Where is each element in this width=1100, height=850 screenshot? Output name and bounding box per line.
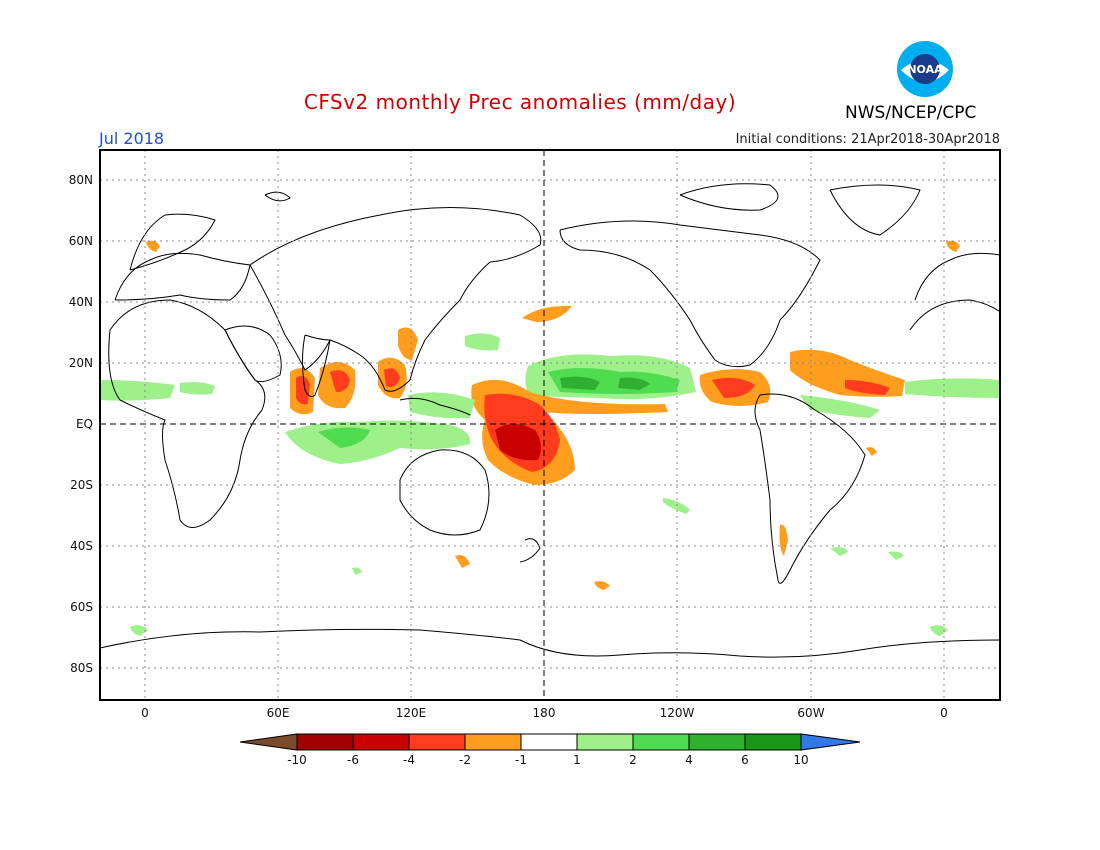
nw-pacific-wet — [465, 333, 500, 351]
atlantic-wet-east — [905, 378, 1000, 398]
chart-title: CFSv2 monthly Prec anomalies (mm/day) — [303, 90, 737, 114]
noaa-logo: NOAA — [896, 40, 954, 98]
colorbar-swatch — [464, 733, 522, 751]
caribbean-dry-core — [712, 377, 755, 398]
europe-coast — [114, 252, 251, 301]
asia-coast — [249, 207, 542, 392]
colorbar: -10 -6 -4 -2 -1 1 2 4 6 10 — [239, 733, 861, 767]
lon-label: 60W — [797, 706, 824, 720]
colorbar-low-triangle — [239, 733, 298, 751]
s-atlantic-wet — [830, 547, 848, 556]
arctic-islands — [679, 183, 779, 211]
north-pacific-dry — [522, 305, 572, 322]
africa-coast-east — [909, 299, 1000, 331]
tasman-dry — [455, 555, 470, 568]
lat-label: 60N — [69, 234, 93, 248]
indonesia — [399, 397, 471, 416]
pacific-wet-inner2 — [618, 377, 650, 390]
lon-labels: 0 60E 120E 180 120W 60W 0 — [141, 706, 948, 720]
lat-label: 20N — [69, 356, 93, 370]
s-atlantic-wet2 — [888, 551, 904, 560]
africa-coast — [108, 299, 266, 528]
lon-label: 120E — [396, 706, 427, 720]
agency-label: NWS/NCEP/CPC — [845, 103, 977, 123]
chile-dry — [779, 524, 788, 556]
colorbar-swatch — [744, 733, 802, 751]
lat-label: EQ — [76, 417, 93, 431]
map-frame — [99, 149, 1001, 701]
colorbar-label: 10 — [793, 753, 808, 767]
anomaly-fills — [100, 240, 1000, 636]
colorbar-label: -10 — [287, 753, 307, 767]
new-zealand — [519, 538, 541, 563]
indian-south-wet — [352, 567, 362, 575]
lon-label: 180 — [533, 706, 556, 720]
colorbar-label: -4 — [403, 753, 415, 767]
colorbar-swatch — [520, 733, 578, 751]
colorbar-swatch — [352, 733, 410, 751]
south-pacific-dry — [594, 581, 610, 590]
lon-label: 120W — [660, 706, 695, 720]
colorbar-label: 6 — [741, 753, 749, 767]
scandinavia-dry — [146, 240, 160, 252]
pacific-wet-inner — [560, 376, 600, 390]
colorbar-swatch — [576, 733, 634, 751]
europe-coast-east — [914, 252, 1000, 301]
noaa-logo-text: NOAA — [907, 63, 943, 76]
indian-ocean-wet-core — [318, 427, 370, 448]
colorbar-label: -6 — [347, 753, 359, 767]
atlantic-wet — [800, 395, 880, 418]
colorbar-label: -1 — [515, 753, 527, 767]
colorbar-label: 1 — [573, 753, 581, 767]
lon-label: 0 — [940, 706, 948, 720]
scandinavia-dry-east — [946, 240, 960, 252]
colorbar-swatch — [688, 733, 746, 751]
lat-labels: 80N 60N 40N 20N EQ 20S 40S 60S 80S — [69, 173, 93, 675]
scandinavia-coast — [129, 213, 216, 271]
scs-dry-core — [384, 368, 400, 387]
india-coast — [302, 334, 331, 398]
colorbar-label: 2 — [629, 753, 637, 767]
australia-coast — [399, 449, 490, 536]
bay-of-bengal-dry-core — [330, 370, 350, 392]
colorbar-high-triangle — [800, 733, 861, 751]
warm-pool-dry-core — [495, 424, 541, 461]
south-america-coast — [754, 393, 866, 584]
lon-label: 0 — [141, 706, 149, 720]
arabian-sea-dry-core — [296, 376, 310, 405]
brazil-dry — [866, 447, 877, 456]
colorbar-swatch — [632, 733, 690, 751]
coastlines — [100, 183, 1000, 658]
forecast-month: Jul 2018 — [99, 129, 165, 148]
atlantic-dry-core — [845, 380, 890, 395]
colorbar-label: 4 — [685, 753, 693, 767]
lat-label: 60S — [70, 600, 93, 614]
philippine-dry — [398, 327, 418, 360]
indian-ocean-wet — [285, 420, 471, 464]
antarctica-coast — [100, 628, 1000, 658]
africa-itcz-wet-west — [100, 380, 175, 401]
lon-label: 60E — [267, 706, 290, 720]
lat-label: 40N — [69, 295, 93, 309]
antarctic-wet-west — [130, 625, 148, 636]
lat-label: 20S — [70, 478, 93, 492]
lat-label: 80N — [69, 173, 93, 187]
reference-lines — [100, 150, 1000, 700]
antarctic-wet-east — [930, 625, 948, 636]
north-america-coast — [559, 220, 821, 368]
colorbar-label: -2 — [459, 753, 471, 767]
svalbard — [264, 191, 291, 202]
colorbar-swatch — [296, 733, 354, 751]
grid-lines — [100, 150, 1000, 700]
pacific-dry-streak — [545, 404, 660, 412]
lat-label: 40S — [70, 539, 93, 553]
arabia-coast — [224, 325, 282, 383]
greenland — [829, 184, 921, 236]
lat-label: 80S — [70, 661, 93, 675]
initial-conditions: Initial conditions: 21Apr2018-30Apr2018 — [735, 132, 1000, 147]
africa-wet-west2 — [180, 382, 215, 395]
colorbar-swatch — [408, 733, 466, 751]
